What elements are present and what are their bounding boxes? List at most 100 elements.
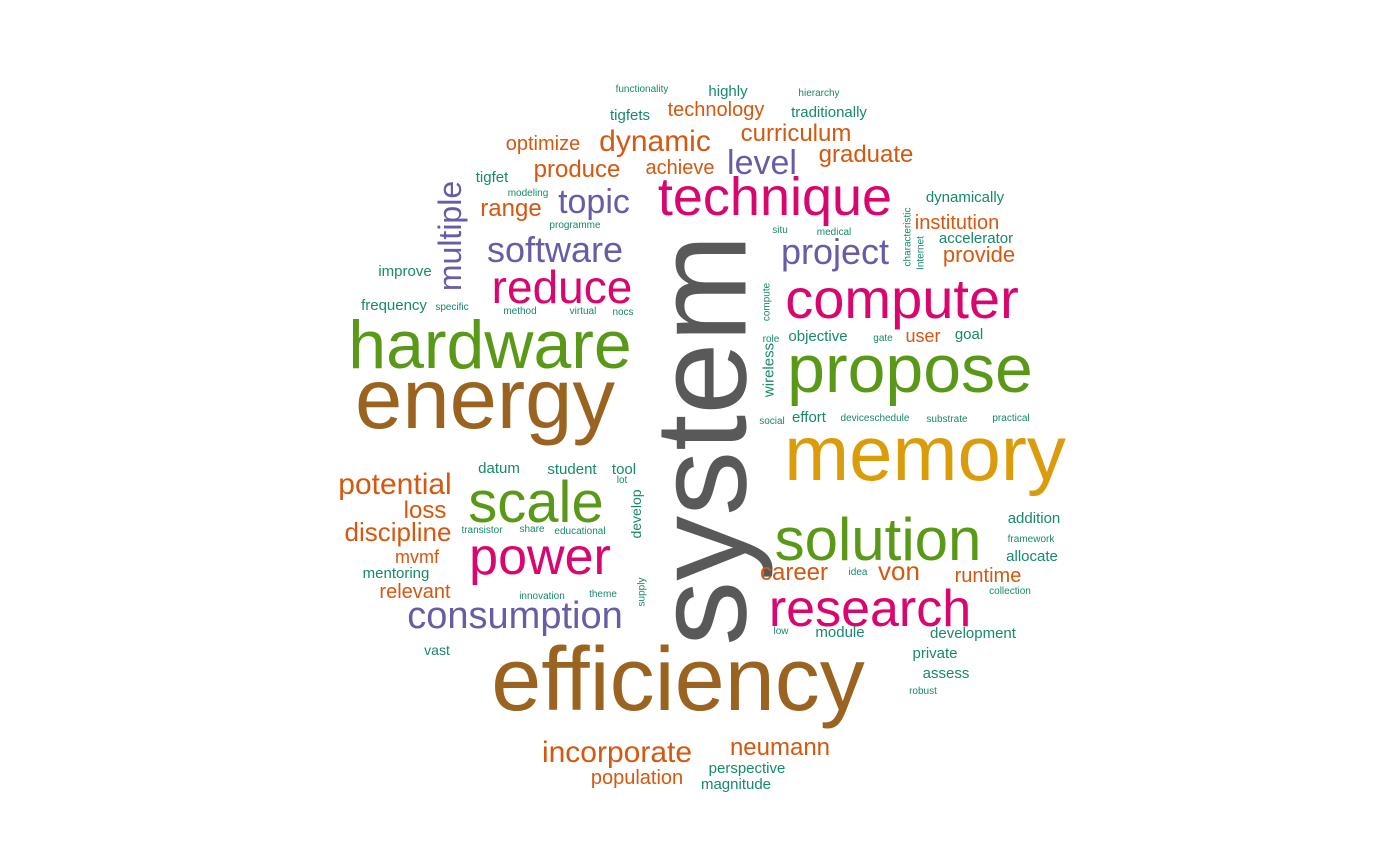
word-functionality: functionality (616, 84, 669, 95)
word-share: share (519, 524, 544, 535)
word-efficiency: efficiency (491, 630, 865, 730)
word-research: research (769, 580, 971, 638)
word-mvmf: mvmf (395, 547, 440, 567)
word-practical: practical (992, 413, 1029, 424)
word-achieve: achieve (646, 157, 715, 179)
word-robust: robust (909, 686, 937, 697)
word-range: range (480, 195, 541, 222)
word-runtime: runtime (955, 565, 1022, 587)
word-nocs: nocs (612, 307, 633, 318)
word-theme: theme (589, 589, 617, 600)
word-user: user (905, 326, 940, 346)
word-lot: lot (617, 475, 628, 486)
word-allocate: allocate (1006, 548, 1058, 565)
word-characteristic: characteristic (903, 208, 914, 267)
word-discipline: discipline (345, 517, 452, 547)
word-graduate: graduate (819, 141, 914, 168)
word-develop: develop (628, 489, 644, 538)
word-level: level (727, 144, 797, 182)
word-tool: tool (612, 461, 636, 478)
word-specific: specific (435, 302, 468, 313)
word-perspective: perspective (709, 760, 786, 777)
word-method: method (503, 306, 536, 317)
word-mentoring: mentoring (363, 565, 430, 582)
word-traditionally: traditionally (791, 104, 867, 121)
word-computer: computer (785, 267, 1018, 330)
word-framework: framework (1008, 534, 1056, 545)
word-addition: addition (1008, 510, 1061, 527)
word-compute: compute (762, 282, 773, 321)
word-goal: goal (955, 326, 983, 343)
word-career: career (760, 559, 828, 586)
word-system: system (628, 234, 774, 646)
word-power: power (469, 528, 611, 586)
word-improve: improve (378, 263, 431, 280)
word-situ: situ (772, 225, 788, 236)
word-von: von (878, 556, 920, 586)
word-produce: produce (534, 156, 621, 183)
word-development: development (930, 625, 1017, 642)
word-virtual: virtual (570, 306, 597, 317)
word-private: private (912, 645, 957, 662)
word-topic: topic (558, 183, 630, 221)
word-consumption: consumption (407, 595, 622, 637)
word-hardware: hardware (348, 307, 632, 383)
word-tigfets: tigfets (610, 107, 650, 124)
word-gate: gate (873, 333, 893, 344)
word-module: module (815, 624, 864, 641)
word-wireless: wireless (760, 343, 777, 398)
word-objective: objective (788, 328, 847, 345)
word-relevant: relevant (379, 581, 451, 603)
word-multiple: multiple (432, 181, 468, 291)
word-role: role (763, 334, 780, 345)
word-idea: idea (849, 567, 868, 578)
word-population: population (591, 767, 683, 789)
word-innovation: innovation (519, 591, 565, 602)
word-technology: technology (668, 99, 765, 121)
word-transistor: transistor (461, 525, 503, 536)
word-tigfet: tigfet (476, 169, 509, 186)
word-institution: institution (915, 212, 1000, 234)
word-optimize: optimize (506, 133, 580, 155)
word-scale: scale (468, 470, 603, 535)
word-curriculum: curriculum (741, 120, 852, 147)
word-solution: solution (775, 506, 982, 573)
word-energy: energy (355, 352, 615, 447)
word-programme: programme (549, 220, 601, 231)
word-reduce: reduce (492, 261, 633, 313)
word-deviceschedule: deviceschedule (841, 413, 910, 424)
word-vast: vast (424, 642, 450, 658)
word-incorporate: incorporate (542, 736, 692, 769)
word-memory: memory (784, 409, 1066, 497)
word-collection: collection (989, 586, 1031, 597)
word-project: project (781, 231, 889, 272)
word-dynamic: dynamic (599, 125, 711, 158)
word-provide: provide (943, 242, 1015, 267)
word-propose: propose (787, 331, 1033, 407)
word-technique: technique (658, 167, 892, 227)
word-frequency: frequency (361, 297, 427, 314)
word-student: student (547, 461, 597, 478)
word-neumann: neumann (730, 734, 830, 761)
word-assess: assess (923, 665, 970, 682)
word-effort: effort (792, 409, 827, 426)
word-internet: Internet (916, 236, 927, 270)
word-substrate: substrate (926, 414, 968, 425)
word-highly: highly (708, 83, 748, 100)
word-social: social (759, 416, 785, 427)
word-datum: datum (478, 460, 520, 477)
word-modeling: modeling (508, 188, 549, 199)
word-software: software (487, 229, 623, 270)
word-accelerator: accelerator (939, 230, 1013, 247)
word-low: low (773, 626, 789, 637)
word-dynamically: dynamically (926, 189, 1005, 206)
word-loss: loss (404, 497, 447, 524)
word-supply: supply (637, 578, 648, 607)
word-hierarchy: hierarchy (798, 88, 839, 99)
word-medical: medical (817, 227, 851, 238)
word-magnitude: magnitude (701, 776, 771, 793)
word-educational: educational (554, 526, 605, 537)
word-potential: potential (338, 468, 451, 501)
